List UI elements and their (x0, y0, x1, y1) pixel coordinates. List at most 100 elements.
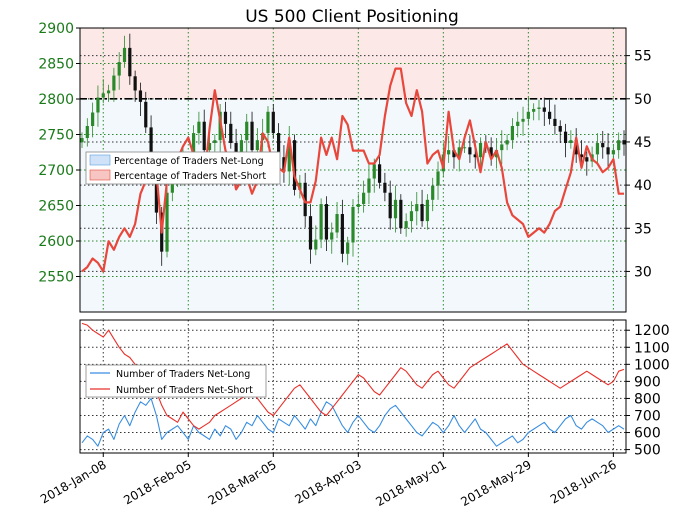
candle-body (457, 147, 461, 158)
candle-body (606, 147, 610, 155)
candle-body (330, 232, 334, 240)
candle-body (106, 90, 111, 94)
date-tick-label: 2018-Jan-08 (38, 457, 109, 506)
price-legend: Percentage of Traders Net-Long Percentag… (85, 151, 281, 185)
candle-body (393, 199, 398, 219)
price-tick-label: 2900 (38, 21, 74, 37)
candle-body (462, 147, 467, 149)
percent-axis-right: 30 35 40 45 50 55 (626, 49, 652, 280)
candle-body (452, 150, 456, 158)
candle-body (191, 133, 196, 158)
candle-body (367, 178, 371, 193)
candle-body (138, 90, 143, 102)
legend-swatch-net-short (89, 169, 111, 181)
candle-body (250, 121, 254, 151)
count-legend-box (85, 364, 267, 398)
price-tick-label: 2600 (38, 234, 74, 250)
candle-body (117, 62, 121, 76)
candle-body (319, 204, 323, 240)
count-tick-label: 1000 (634, 357, 670, 373)
count-panel-frame (79, 319, 627, 454)
date-tick-label: 2018-May-01 (373, 457, 448, 509)
candle-body (500, 144, 504, 151)
price-tick-label: 2800 (38, 92, 74, 108)
candle-body (282, 157, 286, 172)
price-legend-box (85, 151, 281, 185)
candle-body (271, 111, 275, 134)
candle-body (431, 185, 435, 200)
candle-body (122, 47, 127, 63)
candle-body (383, 182, 387, 193)
candle-body (372, 164, 376, 179)
count-net-long-line (81, 397, 625, 447)
price-tick-label: 2550 (38, 270, 74, 286)
candle-body (548, 111, 552, 119)
candle-body (165, 192, 169, 252)
legend-label-count-net-long: Number of Traders Net-Long (116, 369, 250, 380)
candle-body (223, 111, 228, 124)
candle-body (351, 206, 355, 243)
candle-body (447, 150, 451, 155)
candle-body (314, 239, 318, 250)
candle-body (324, 204, 329, 240)
candle-body (510, 125, 515, 141)
candle-body (292, 140, 297, 190)
percent-tick-label: 35 (634, 221, 652, 237)
percent-tick-label: 30 (634, 264, 652, 280)
count-tick-label: 900 (634, 374, 661, 390)
count-net-short-line (81, 322, 625, 430)
candle-body (532, 108, 536, 112)
candle-body (569, 140, 573, 144)
chart-title: US 500 Client Positioning (245, 7, 459, 27)
candle-body (622, 140, 626, 145)
candle-body (468, 147, 472, 155)
candle-body (335, 214, 339, 233)
candle-body (377, 164, 382, 183)
candle-body (404, 221, 408, 229)
candle-body (340, 214, 344, 254)
count-tick-label: 1200 (634, 323, 670, 339)
candle-body (601, 143, 605, 148)
count-tick-label: 700 (634, 408, 661, 424)
date-tick-label: 2018-Feb-05 (121, 457, 194, 507)
candle-body (436, 171, 440, 186)
percent-tick-label: 50 (634, 92, 652, 108)
count-tick-label: 1100 (634, 340, 670, 356)
candle-body (154, 170, 158, 213)
candle-body (287, 140, 291, 172)
candle-body (516, 121, 520, 126)
count-tick-label: 800 (634, 391, 661, 407)
count-tick-label: 500 (634, 443, 661, 459)
candle-body (101, 93, 105, 98)
legend-label-net-short: Percentage of Traders Net-Short (114, 171, 266, 182)
price-tick-label: 2700 (38, 163, 74, 179)
candle-body (579, 154, 584, 158)
candle-body (91, 112, 95, 126)
candle-body (388, 192, 392, 219)
date-tick-label: 2018-Apr-03 (293, 457, 364, 506)
candle-body (574, 140, 578, 155)
count-tick-label: 600 (634, 426, 661, 442)
candle-body (617, 140, 621, 151)
price-panel: 2550 2600 2650 2700 2750 2800 2850 2900 30 35 40 4… (38, 21, 652, 313)
percent-tick-label: 45 (634, 135, 652, 151)
candle-body (611, 150, 615, 155)
candle-body (473, 154, 477, 158)
candle-body (149, 127, 153, 170)
candle-body (255, 140, 259, 151)
legend-swatch-net-long (89, 154, 111, 166)
candle-body (415, 204, 419, 212)
candle-body (213, 140, 217, 144)
candle-body (245, 121, 249, 141)
date-tick-label: 2018-May-29 (458, 457, 533, 509)
price-axis-left: 2550 2600 2650 2700 2750 2800 2850 2900 (38, 21, 80, 286)
candle-body (96, 97, 100, 113)
date-axis: 2018-Jan-08 2018-Feb-05 2018-Mar-05 2018-Ap… (38, 453, 619, 509)
candle-body (308, 216, 313, 250)
candle-body (356, 204, 360, 207)
candle-body (553, 118, 557, 126)
percent-tick-label: 55 (634, 49, 652, 65)
count-net-long-series (81, 397, 625, 447)
candle-body (409, 211, 414, 222)
